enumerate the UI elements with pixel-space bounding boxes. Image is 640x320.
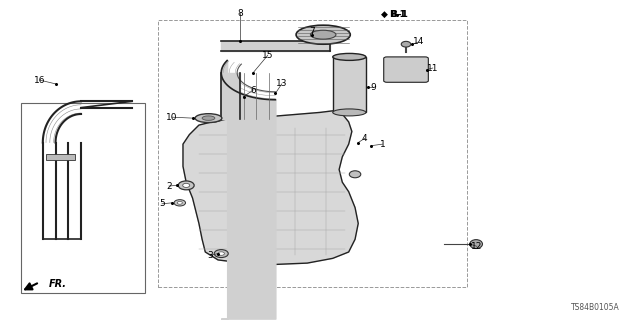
Text: 14: 14 — [413, 37, 424, 46]
Text: 9: 9 — [370, 83, 376, 92]
Bar — [157, 20, 467, 287]
Ellipse shape — [214, 250, 228, 258]
Ellipse shape — [195, 114, 222, 123]
Ellipse shape — [182, 183, 189, 188]
Text: 4: 4 — [362, 134, 367, 143]
Ellipse shape — [202, 116, 215, 120]
Ellipse shape — [177, 201, 182, 204]
Text: TS84B0105A: TS84B0105A — [571, 303, 620, 312]
Bar — [20, 103, 145, 293]
Bar — [333, 57, 366, 112]
Polygon shape — [183, 111, 358, 265]
Bar — [46, 154, 75, 160]
Text: 5: 5 — [159, 199, 165, 208]
Ellipse shape — [349, 171, 361, 178]
Text: 15: 15 — [262, 51, 273, 60]
FancyBboxPatch shape — [384, 57, 428, 82]
Text: 2: 2 — [166, 181, 172, 190]
Text: ◆ B-1: ◆ B-1 — [381, 10, 408, 19]
Text: 3: 3 — [207, 251, 213, 260]
Ellipse shape — [333, 109, 366, 116]
Text: B-1: B-1 — [388, 10, 406, 19]
Ellipse shape — [218, 252, 225, 255]
Text: 6: 6 — [250, 86, 256, 95]
Text: 11: 11 — [427, 63, 438, 73]
Ellipse shape — [470, 240, 483, 249]
Text: 7: 7 — [310, 27, 316, 36]
Text: FR.: FR. — [49, 279, 67, 289]
Ellipse shape — [178, 181, 194, 190]
Text: 1: 1 — [380, 140, 385, 148]
Text: 13: 13 — [276, 79, 287, 88]
Ellipse shape — [333, 53, 366, 60]
Ellipse shape — [296, 25, 350, 44]
Ellipse shape — [401, 41, 411, 47]
Text: 16: 16 — [34, 76, 45, 84]
Ellipse shape — [310, 30, 336, 39]
Text: 10: 10 — [166, 113, 178, 122]
Text: 8: 8 — [237, 9, 243, 18]
Ellipse shape — [174, 200, 186, 206]
Text: 12: 12 — [471, 242, 483, 251]
